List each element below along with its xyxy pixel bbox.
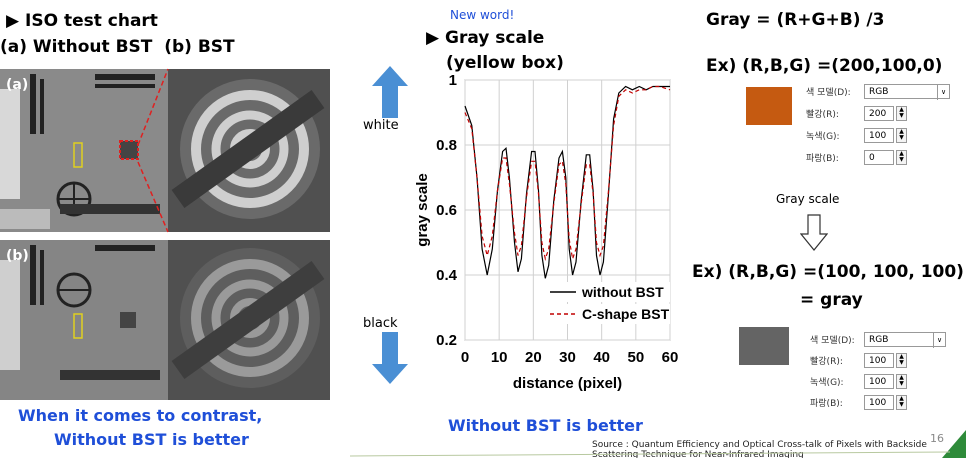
color-dialog-2: 색 모델(D): RGB ∨ 빨강(R): 100 ▲ ▼ 녹색(G): 100 …	[810, 332, 950, 418]
y-tick-label: 1	[449, 72, 457, 89]
color-model-select-1[interactable]: RGB ∨	[864, 84, 950, 100]
color-dialog-1: 색 모델(D): RGB ∨ 빨강(R): 200 ▲ ▼ 녹색(G): 100 …	[806, 84, 956, 174]
color-swatch-1	[746, 87, 792, 125]
panel-b-tag: (b)	[6, 248, 29, 264]
graph-title: ▶ Gray scale	[426, 28, 544, 48]
series-line-1	[464, 85, 670, 279]
y-axis-label: gray scale	[414, 173, 431, 246]
y-tick-label: 0.4	[436, 267, 458, 284]
panel-subtitle: (a) Without BST (b) BST	[0, 37, 235, 57]
color-model-value-2: RGB	[869, 335, 889, 345]
zoom-b-graphic	[168, 240, 330, 400]
red-label-2: 빨강(R):	[810, 357, 843, 367]
bottom-rule	[350, 451, 951, 457]
arrow-down-icon	[372, 332, 408, 384]
green-label-2: 녹색(G):	[810, 378, 844, 388]
x-tick-label: 40	[593, 349, 610, 366]
iso-title: ▶ ISO test chart	[6, 11, 158, 31]
y-tick-label: 0.2	[436, 332, 457, 349]
green-input-1[interactable]: 100	[864, 128, 894, 143]
contrast-caption-line2: Without BST is better	[54, 430, 249, 449]
white-label: white	[363, 118, 399, 133]
chevron-down-icon-2: ∨	[933, 333, 945, 348]
graph-title-line1: Gray scale	[445, 28, 545, 48]
gray-scale-chart: 0 10 20 30 40 50 60 0.2 0.4 0.6 0.8 1 distance (pixe…	[414, 72, 679, 392]
triangle-bullet-icon-2: ▶	[426, 28, 440, 48]
blue-spinner-icon-2[interactable]: ▲ ▼	[896, 395, 907, 410]
color-model-select-2[interactable]: RGB ∨	[864, 332, 946, 348]
hollow-arrow-down-icon	[800, 214, 828, 251]
panel-a-tag: (a)	[6, 77, 29, 93]
red-spinner-icon-2[interactable]: ▲ ▼	[896, 353, 907, 368]
arrow-up-icon	[372, 66, 408, 118]
red-spinner-icon-1[interactable]: ▲ ▼	[896, 106, 907, 121]
color-model-label-1: 색 모델(D):	[806, 88, 851, 98]
legend-bg	[548, 282, 670, 302]
triangle-bullet-icon: ▶	[6, 11, 20, 31]
graph-caption: Without BST is better	[448, 416, 643, 435]
red-label-1: 빨강(R):	[806, 110, 839, 120]
iso-title-text: ISO test chart	[25, 11, 158, 31]
x-axis-label: distance (pixel)	[513, 375, 622, 392]
blue-label-2: 파랑(B):	[810, 399, 843, 409]
contrast-caption-line1: When it comes to contrast,	[18, 406, 263, 425]
color-swatch-2	[739, 327, 789, 365]
color-model-value-1: RGB	[869, 87, 889, 97]
test-chart-image-a: (a)	[0, 69, 168, 232]
x-tick-label: 0	[461, 349, 469, 366]
x-tick-label: 60	[662, 349, 679, 366]
black-label: black	[363, 316, 398, 331]
source-line-1: Source : Quantum Efficiency and Optical …	[592, 440, 927, 450]
series-line-2	[464, 85, 671, 262]
legend-entry-1: without BST	[581, 284, 664, 300]
green-spinner-icon-1[interactable]: ▲ ▼	[896, 128, 907, 143]
test-chart-b-graphic	[0, 240, 168, 400]
red-input-1[interactable]: 200	[864, 106, 894, 121]
test-chart-a-graphic	[0, 69, 168, 232]
red-input-2[interactable]: 100	[864, 353, 894, 368]
zoom-a-graphic	[168, 69, 330, 232]
y-tick-label: 0.8	[436, 137, 457, 154]
x-tick-label: 10	[491, 349, 508, 366]
zoom-image-b	[168, 240, 330, 400]
blue-label-1: 파랑(B):	[806, 154, 839, 164]
x-tick-label: 50	[627, 349, 644, 366]
chevron-down-icon: ∨	[937, 85, 949, 100]
legend-entry-2: C-shape BST	[582, 306, 670, 322]
test-chart-image-b: (b)	[0, 240, 168, 400]
gray-scale-label: Gray scale	[776, 192, 840, 206]
blue-input-1[interactable]: 0	[864, 150, 894, 165]
zoom-callout-lines	[137, 68, 169, 233]
y-tick-label: 0.6	[436, 202, 457, 219]
graph-title-line2: (yellow box)	[446, 53, 564, 73]
example2-result: = gray	[800, 290, 863, 310]
green-input-2[interactable]: 100	[864, 374, 894, 389]
x-tick-label: 30	[559, 349, 576, 366]
example2-text: Ex) (R,B,G) =(100, 100, 100)	[692, 262, 964, 282]
blue-spinner-icon-1[interactable]: ▲ ▼	[896, 150, 907, 165]
color-model-label-2: 색 모델(D):	[810, 336, 855, 346]
new-word-label: New word!	[450, 8, 515, 22]
green-spinner-icon-2[interactable]: ▲ ▼	[896, 374, 907, 389]
zoom-image-a	[168, 69, 330, 232]
legend-bg	[548, 304, 670, 324]
x-tick-label: 20	[525, 349, 542, 366]
blue-input-2[interactable]: 100	[864, 395, 894, 410]
example1-text: Ex) (R,B,G) =(200,100,0)	[706, 56, 943, 76]
corner-decoration	[942, 430, 966, 458]
gray-formula: Gray = (R+G+B) /3	[706, 10, 885, 30]
page-number: 16	[930, 432, 944, 445]
green-label-1: 녹색(G):	[806, 132, 840, 142]
